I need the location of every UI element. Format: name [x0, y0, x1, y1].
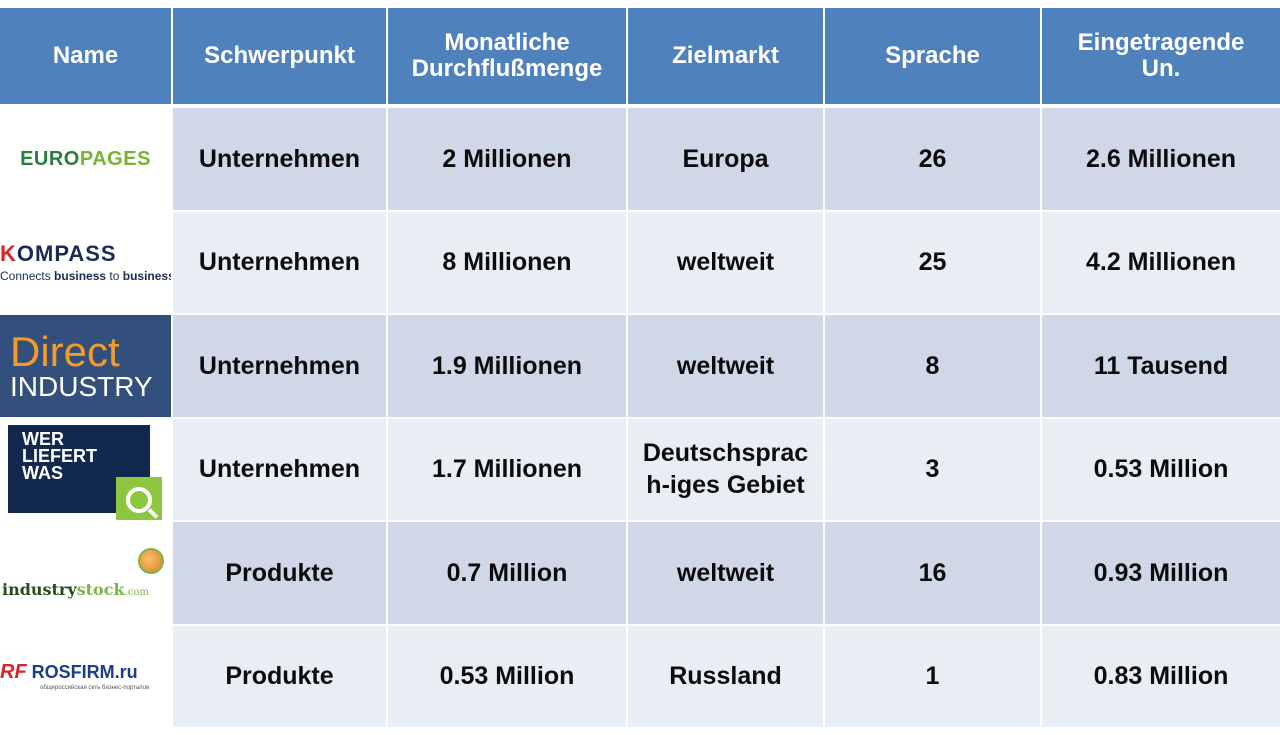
cell-focus: Unternehmen	[173, 315, 388, 419]
cell-registered: 2.6 Millionen	[1042, 108, 1280, 212]
direct-industry-logo: Direct INDUSTRY	[0, 315, 173, 419]
table-row: Direct INDUSTRY Unternehmen 1.9 Millione…	[0, 315, 1280, 419]
cell-registered: 11 Tausend	[1042, 315, 1280, 419]
magnifier-icon	[116, 476, 162, 521]
industrystock-logo: industrystock.com	[0, 522, 173, 626]
cell-focus: Produkte	[173, 522, 388, 626]
cell-market: weltweit	[628, 522, 825, 626]
cell-traffic: 2 Millionen	[388, 108, 628, 212]
header-focus: Schwerpunkt	[173, 8, 388, 108]
cell-languages: 8	[825, 315, 1042, 419]
cell-market: weltweit	[628, 315, 825, 419]
header-traffic: Monatliche Durchflußmenge	[388, 8, 628, 108]
table-header-row: Name Schwerpunkt Monatliche Durchflußmen…	[0, 8, 1280, 108]
cell-registered: 0.83 Million	[1042, 625, 1280, 729]
table-row: EUROPAGES Unternehmen 2 Millionen Europa…	[0, 108, 1280, 212]
cell-registered: 0.53 Million	[1042, 418, 1280, 522]
cell-traffic: 1.9 Millionen	[388, 315, 628, 419]
comparison-table: Name Schwerpunkt Monatliche Durchflußmen…	[0, 8, 1280, 729]
cell-traffic: 8 Millionen	[388, 211, 628, 315]
kompass-logo: KOMPASS Connects business to business	[0, 211, 173, 315]
header-registered: Eingetragende Un.	[1042, 8, 1280, 108]
cell-registered: 4.2 Millionen	[1042, 211, 1280, 315]
cell-traffic: 0.7 Million	[388, 522, 628, 626]
wer-liefert-was-logo: WER LIEFERT WAS	[0, 418, 173, 522]
cell-focus: Unternehmen	[173, 418, 388, 522]
table-row: RF ROSFIRM.ru общероссийская сеть бизнес…	[0, 625, 1280, 729]
table-row: WER LIEFERT WAS Unternehmen 1.7 Millione…	[0, 418, 1280, 522]
globe-search-icon	[138, 548, 164, 574]
rosfirm-logo: RF ROSFIRM.ru общероссийская сеть бизнес…	[0, 625, 173, 729]
header-market: Zielmarkt	[628, 8, 825, 108]
header-name: Name	[0, 8, 173, 108]
cell-languages: 1	[825, 625, 1042, 729]
table-row: KOMPASS Connects business to business Un…	[0, 211, 1280, 315]
header-languages: Sprache	[825, 8, 1042, 108]
cell-market: Europa	[628, 108, 825, 212]
cell-focus: Unternehmen	[173, 108, 388, 212]
cell-focus: Produkte	[173, 625, 388, 729]
cell-traffic: 0.53 Million	[388, 625, 628, 729]
cell-languages: 16	[825, 522, 1042, 626]
cell-focus: Unternehmen	[173, 211, 388, 315]
table-row: industrystock.com Produkte 0.7 Million w…	[0, 522, 1280, 626]
cell-languages: 26	[825, 108, 1042, 212]
europages-logo: EUROPAGES	[0, 108, 173, 212]
cell-market: Russland	[628, 625, 825, 729]
cell-languages: 3	[825, 418, 1042, 522]
cell-traffic: 1.7 Millionen	[388, 418, 628, 522]
cell-languages: 25	[825, 211, 1042, 315]
cell-market: Deutschsprac h-iges Gebiet	[628, 418, 825, 522]
cell-registered: 0.93 Million	[1042, 522, 1280, 626]
cell-market: weltweit	[628, 211, 825, 315]
